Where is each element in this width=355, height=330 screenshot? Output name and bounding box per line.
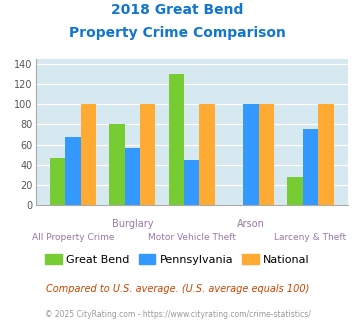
Text: All Property Crime: All Property Crime bbox=[32, 233, 114, 242]
Legend: Great Bend, Pennsylvania, National: Great Bend, Pennsylvania, National bbox=[41, 250, 314, 269]
Bar bbox=[200, 105, 215, 205]
Bar bbox=[169, 75, 184, 205]
Text: Compared to U.S. average. (U.S. average equals 100): Compared to U.S. average. (U.S. average … bbox=[46, 284, 309, 294]
Bar bbox=[81, 105, 96, 205]
Bar bbox=[318, 105, 334, 205]
Bar bbox=[50, 157, 65, 205]
Bar bbox=[65, 137, 81, 205]
Bar bbox=[287, 177, 303, 205]
Text: Arson: Arson bbox=[237, 219, 265, 229]
Text: Burglary: Burglary bbox=[111, 219, 153, 229]
Text: © 2025 CityRating.com - https://www.cityrating.com/crime-statistics/: © 2025 CityRating.com - https://www.city… bbox=[45, 310, 310, 319]
Text: Larceny & Theft: Larceny & Theft bbox=[274, 233, 346, 242]
Bar bbox=[259, 105, 274, 205]
Bar bbox=[140, 105, 155, 205]
Text: Motor Vehicle Theft: Motor Vehicle Theft bbox=[148, 233, 236, 242]
Bar bbox=[303, 129, 318, 205]
Text: 2018 Great Bend: 2018 Great Bend bbox=[111, 3, 244, 17]
Bar bbox=[125, 148, 140, 205]
Bar bbox=[244, 105, 259, 205]
Bar bbox=[109, 124, 125, 205]
Bar bbox=[184, 159, 200, 205]
Text: Property Crime Comparison: Property Crime Comparison bbox=[69, 26, 286, 40]
